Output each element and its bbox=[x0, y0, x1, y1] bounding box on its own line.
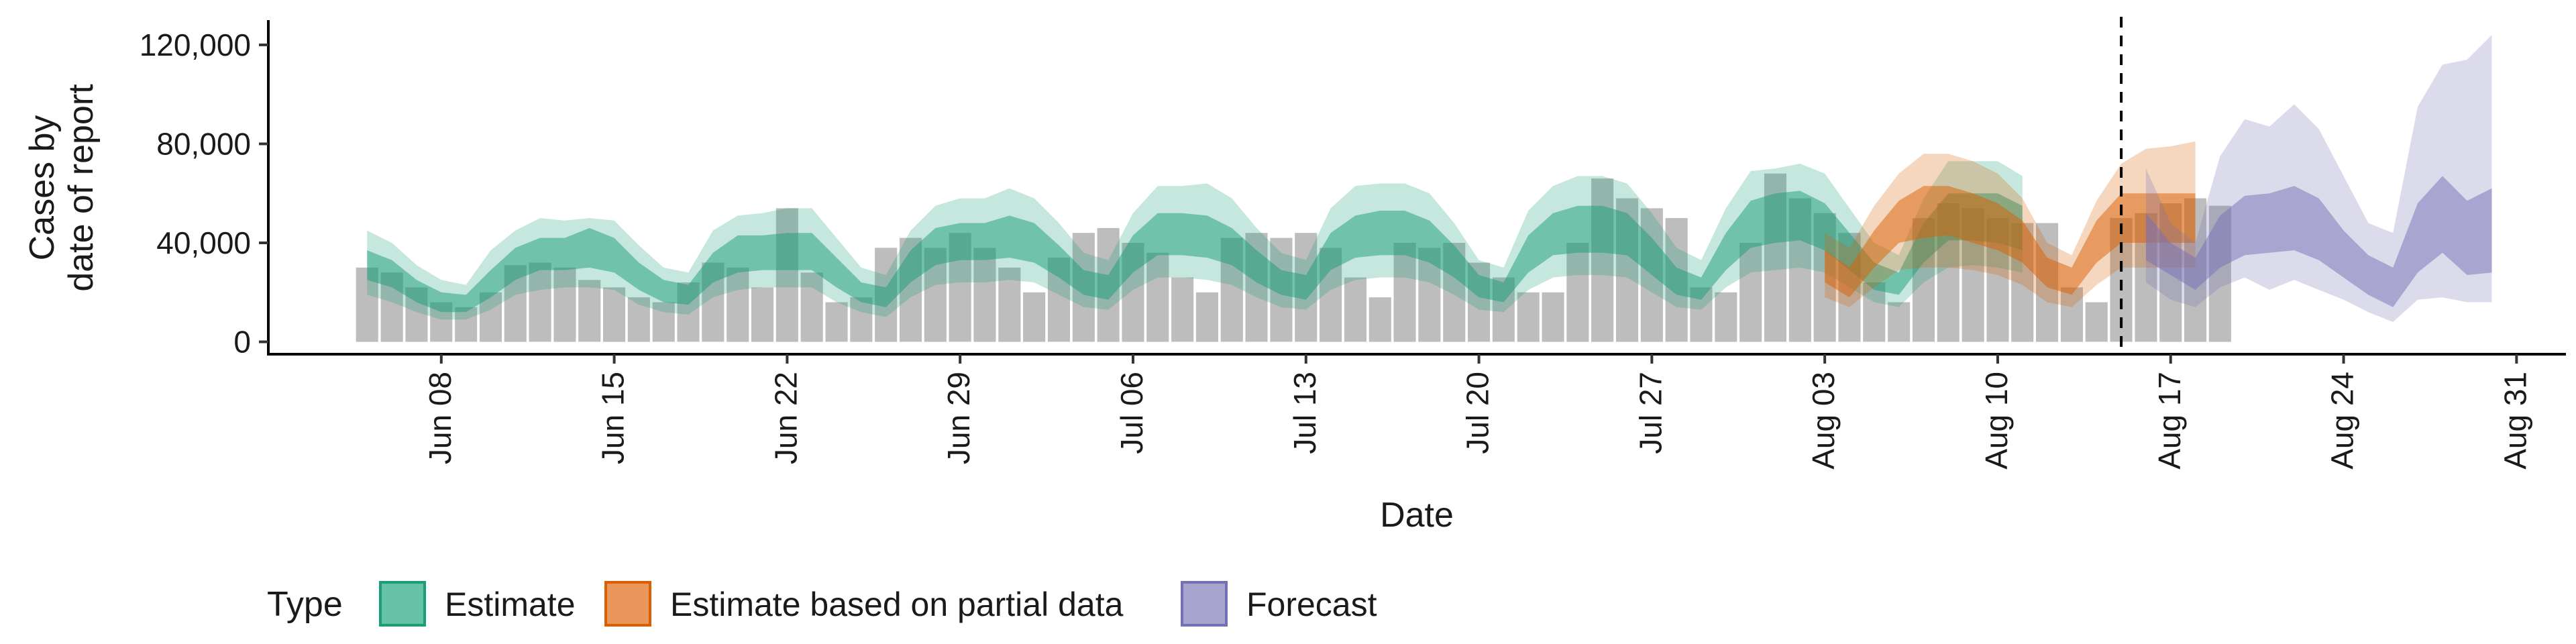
reported-cases-bar bbox=[1368, 297, 1391, 342]
x-tick-label: Aug 03 bbox=[1806, 372, 1841, 470]
reported-cases-bar bbox=[850, 297, 873, 342]
reported-cases-bar bbox=[1517, 292, 1540, 342]
reported-cases-bar bbox=[775, 208, 798, 342]
x-tick-label: Aug 31 bbox=[2498, 372, 2532, 470]
x-tick-label: Jul 27 bbox=[1633, 372, 1668, 454]
reported-cases-bar bbox=[529, 262, 551, 342]
y-tick-label: 120,000 bbox=[140, 28, 251, 62]
legend-label-estimate-based-on-partial-data: Estimate based on partial data bbox=[670, 586, 1124, 623]
x-tick-label: Jul 20 bbox=[1460, 372, 1495, 454]
legend-swatch-estimate bbox=[379, 581, 426, 627]
reported-cases-bar bbox=[1715, 292, 1737, 342]
reported-cases-bar bbox=[1146, 252, 1169, 342]
reported-cases-bar bbox=[2060, 287, 2083, 342]
reported-cases-bar bbox=[1566, 243, 1589, 342]
y-tick-label: 40,000 bbox=[156, 225, 251, 260]
x-tick-label: Aug 24 bbox=[2325, 372, 2360, 470]
y-axis-title-line-2: date of report bbox=[62, 84, 101, 292]
reported-cases-bar bbox=[2085, 302, 2108, 342]
legend-label-forecast: Forecast bbox=[1246, 586, 1377, 623]
reported-cases-bar bbox=[1344, 277, 1366, 342]
legend: Type Estimate Estimate based on partial d… bbox=[267, 581, 1377, 627]
reported-cases-bar bbox=[1591, 178, 1614, 342]
reported-cases-bar bbox=[455, 307, 478, 342]
reported-cases-bar bbox=[751, 287, 774, 342]
y-tick-label: 80,000 bbox=[156, 126, 251, 161]
x-axis-title: Date bbox=[1380, 496, 1454, 535]
reported-cases-bar bbox=[727, 267, 749, 342]
reported-cases-bar bbox=[1863, 282, 1886, 342]
legend-swatch-forecast bbox=[1181, 581, 1228, 627]
x-tick-label: Jul 13 bbox=[1287, 372, 1322, 454]
reported-cases-bar bbox=[1542, 292, 1564, 342]
reported-cases-bar bbox=[998, 267, 1021, 342]
reported-cases-bar bbox=[553, 267, 576, 342]
reported-cases-bar bbox=[800, 272, 823, 342]
x-tick-label: Jun 08 bbox=[423, 372, 458, 464]
x-tick-label: Jun 15 bbox=[596, 372, 631, 464]
reported-cases-bar bbox=[1171, 277, 1194, 342]
reported-cases-bar bbox=[652, 302, 675, 342]
legend-label-estimate: Estimate bbox=[445, 586, 576, 623]
x-tick-label: Jun 22 bbox=[768, 372, 803, 464]
estimate-based-on-partial-data-inner-band bbox=[1825, 186, 2196, 298]
reported-cases-bar bbox=[603, 287, 626, 342]
legend-swatch-estimate-based-on-partial-data bbox=[604, 581, 651, 627]
reported-cases-bar bbox=[1195, 292, 1218, 342]
x-tick-label: Aug 17 bbox=[2152, 372, 2187, 470]
y-axis-title-line-1: Cases by bbox=[23, 115, 62, 261]
reported-cases-bar bbox=[627, 297, 650, 342]
y-axis-ticks: 0 40,000 80,000 120,000 bbox=[140, 28, 268, 360]
x-tick-label: Jun 29 bbox=[941, 372, 976, 464]
reported-cases-bar bbox=[1739, 243, 1762, 342]
reported-cases-bar bbox=[825, 302, 848, 342]
reported-cases-bar bbox=[1023, 292, 1046, 342]
x-tick-label: Jul 06 bbox=[1114, 372, 1149, 454]
estimate-bands bbox=[367, 35, 2492, 322]
reported-cases-bar bbox=[973, 248, 996, 342]
reported-cases-bar bbox=[1888, 302, 1911, 342]
x-tick-label: Aug 10 bbox=[1979, 372, 2014, 470]
x-axis-ticks: Jun 08 Jun 15 Jun 22 Jun 29 Jul 06 Jul 13 Jul … bbox=[423, 354, 2532, 470]
legend-title: Type bbox=[267, 585, 343, 624]
reported-cases-bar bbox=[578, 280, 601, 342]
estimate-inner-band bbox=[367, 191, 2023, 313]
y-tick-label: 0 bbox=[233, 325, 251, 360]
forecast-inner-band bbox=[2145, 176, 2492, 307]
reported-cases-bar bbox=[1393, 243, 1416, 342]
